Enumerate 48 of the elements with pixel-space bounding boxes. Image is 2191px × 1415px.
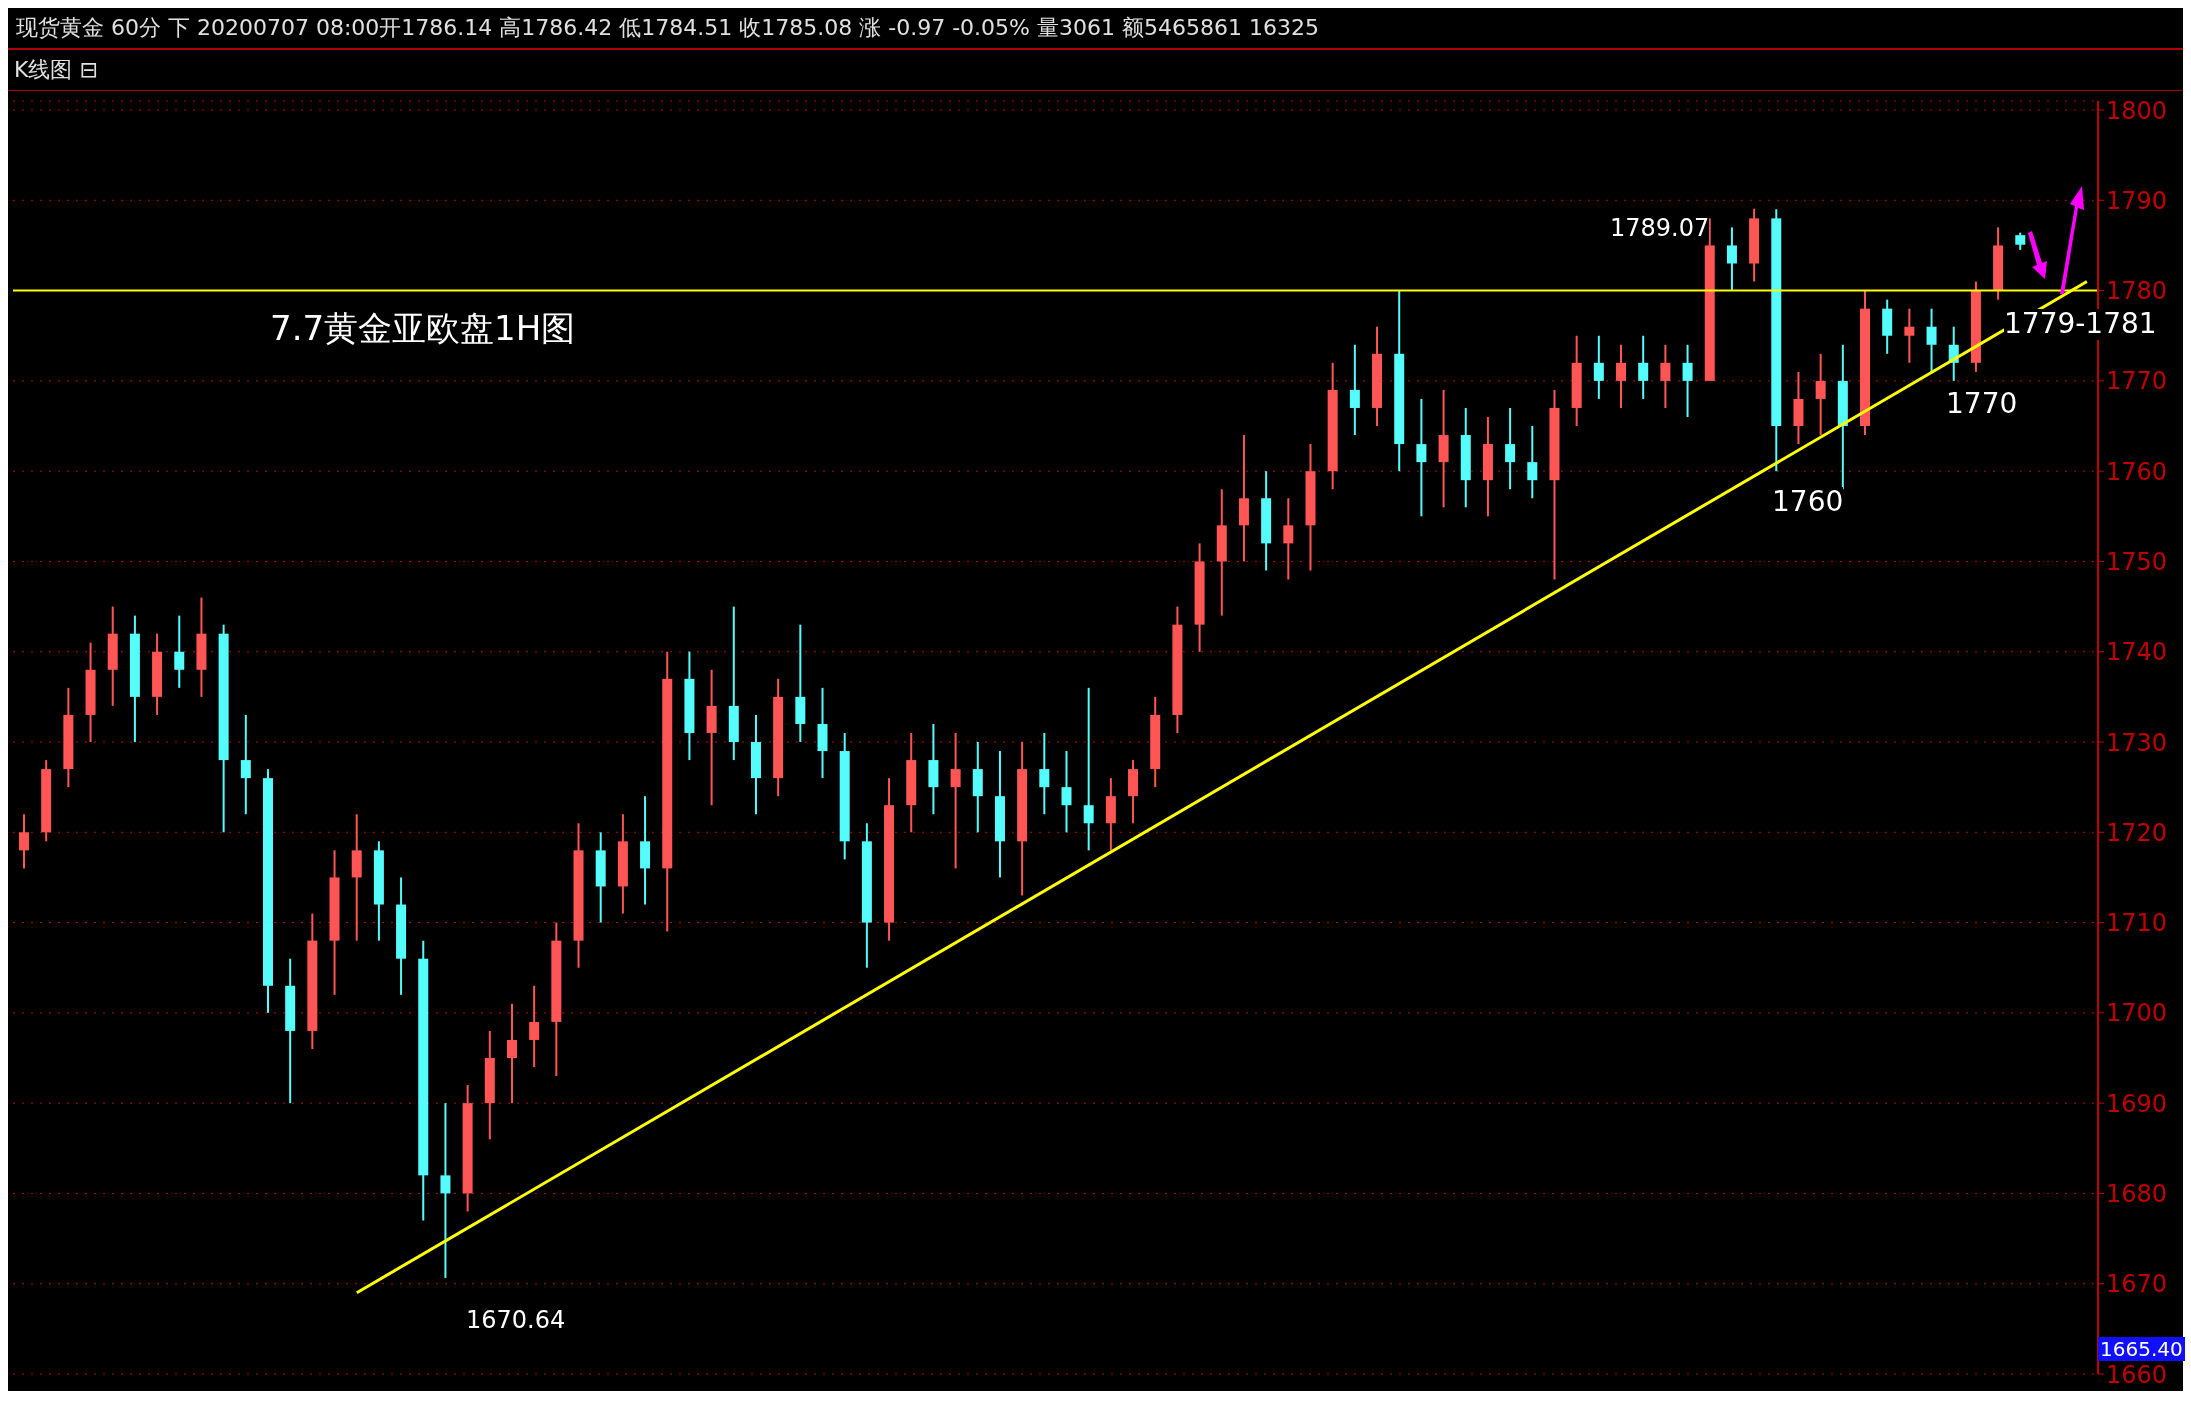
y-tick-label: 1720: [2106, 818, 2168, 847]
candlestick: [1904, 307, 1915, 364]
candlestick: [1660, 343, 1671, 409]
candlestick: [1815, 352, 1826, 437]
candlestick: [19, 813, 29, 870]
annotation: 1789.07: [1610, 214, 1710, 242]
y-tick-label: 1710: [2106, 909, 2168, 938]
y-tick-label: 1760: [2106, 457, 2168, 486]
candlestick: [506, 1002, 517, 1105]
candlestick: [1527, 425, 1538, 500]
candlestick: [1726, 226, 1737, 292]
candlestick: [1616, 343, 1627, 409]
chart-subtitle: 现货黄金 60分 下 20200707 08:00开1786.14 高1786.42 低1784.51 收1785.08 涨 -0.97 -0.05% 量3061 额5465861 16325: [8, 8, 2183, 50]
annotation: 1670.64: [466, 1306, 566, 1334]
candlestick: [1593, 334, 1604, 400]
candlestick: [1083, 686, 1094, 852]
y-tick-label: 1740: [2106, 638, 2168, 667]
y-tick-label: 1750: [2106, 547, 2168, 576]
y-tick-label: 1680: [2106, 1179, 2168, 1208]
annotation: 1779-1781: [2004, 307, 2157, 340]
candlestick: [1283, 497, 1294, 581]
candlestick: [1682, 343, 1693, 418]
candlestick: [1926, 307, 1937, 373]
y-tick-label: 1780: [2106, 277, 2168, 306]
y-tick-label: 1790: [2106, 186, 2168, 215]
candlestick: [1061, 750, 1072, 834]
y-tick-label: 1770: [2106, 367, 2168, 396]
candlestick: [529, 984, 540, 1069]
annotation: 1770: [1946, 387, 2018, 420]
candlestick: [950, 731, 961, 870]
annotation: 1760: [1772, 485, 1844, 518]
y-tick-label: 1800: [2106, 96, 2168, 125]
y-tick-label: 1700: [2106, 999, 2168, 1028]
text: K线图 ⊟: [14, 57, 98, 82]
candlestick: [1039, 731, 1050, 816]
y-tick-label: 1690: [2106, 1089, 2168, 1118]
y-tick-label: 1670: [2106, 1270, 2168, 1299]
candlestick: [1638, 334, 1649, 400]
candlestick: [440, 1102, 451, 1279]
text: 7.7黄金亚欧盘1H图: [270, 307, 576, 350]
candlestick: [1505, 406, 1516, 491]
candlestick: [1416, 397, 1427, 518]
candlestick: [240, 713, 251, 816]
candlestick: [1349, 343, 1360, 437]
text: 1665.40: [2098, 1337, 2185, 1361]
y-tick-label: 1730: [2106, 728, 2168, 757]
y-tick-label: 1660: [2106, 1360, 2168, 1389]
candlestick: [174, 614, 185, 689]
